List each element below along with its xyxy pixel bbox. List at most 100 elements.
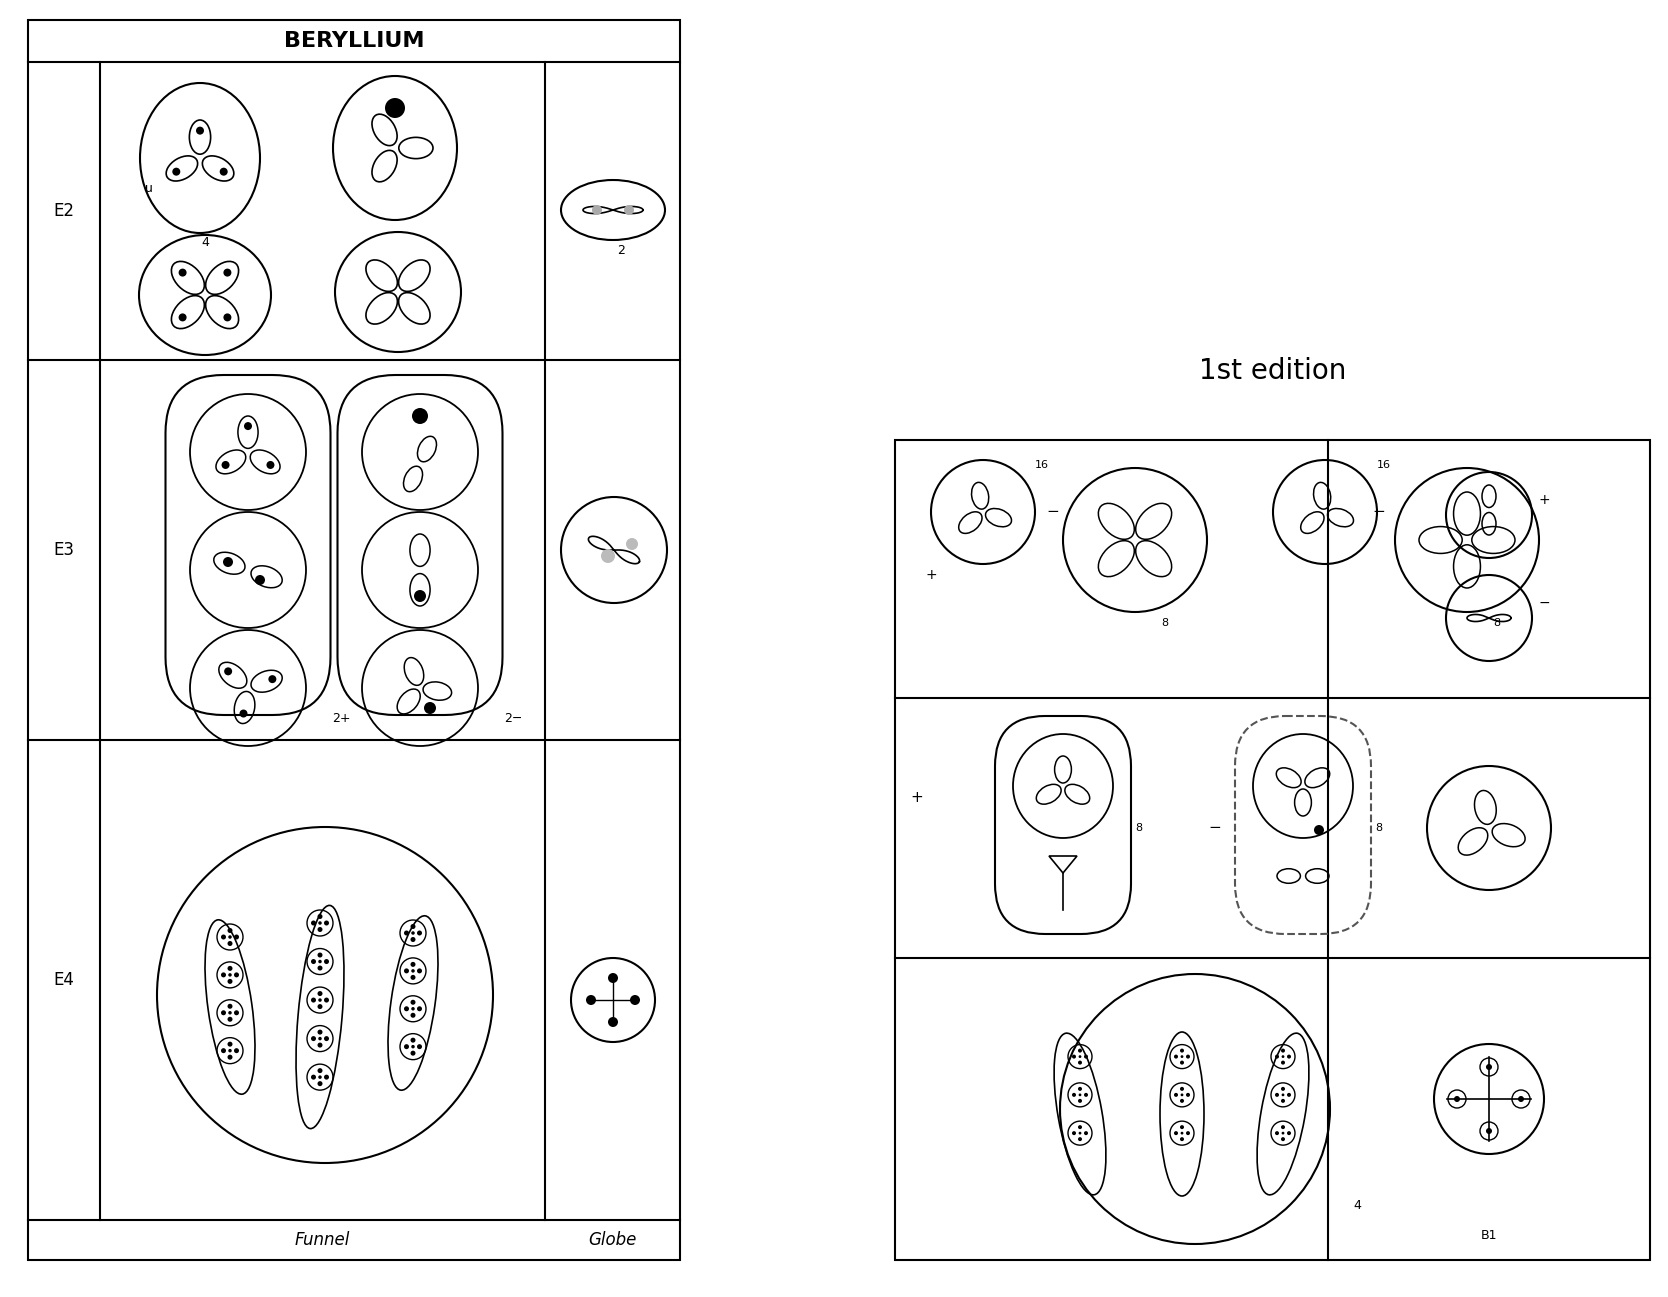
Ellipse shape	[220, 1010, 225, 1016]
Ellipse shape	[267, 460, 275, 470]
Ellipse shape	[227, 942, 232, 946]
Ellipse shape	[410, 1038, 415, 1043]
Ellipse shape	[592, 205, 602, 215]
Ellipse shape	[324, 1036, 329, 1041]
Ellipse shape	[631, 995, 641, 1005]
Text: +: +	[1540, 493, 1551, 507]
Ellipse shape	[317, 1004, 322, 1009]
Text: E4: E4	[53, 971, 75, 990]
Text: E2: E2	[53, 202, 75, 220]
Ellipse shape	[1073, 1093, 1076, 1097]
Ellipse shape	[410, 975, 415, 981]
Ellipse shape	[1186, 1093, 1189, 1097]
Ellipse shape	[1281, 1048, 1284, 1053]
Ellipse shape	[1181, 1132, 1183, 1135]
Ellipse shape	[224, 668, 232, 676]
Text: 2: 2	[617, 244, 626, 257]
Ellipse shape	[227, 966, 232, 971]
Ellipse shape	[410, 1051, 415, 1056]
Ellipse shape	[324, 1075, 329, 1079]
Ellipse shape	[1288, 1093, 1291, 1097]
Ellipse shape	[224, 314, 232, 322]
Text: BERYLLIUM: BERYLLIUM	[284, 31, 424, 51]
Text: −: −	[1209, 821, 1221, 835]
Ellipse shape	[178, 314, 187, 322]
Ellipse shape	[600, 549, 615, 563]
Ellipse shape	[1079, 1056, 1081, 1058]
Ellipse shape	[319, 960, 322, 964]
Text: 4: 4	[1353, 1198, 1361, 1211]
Ellipse shape	[172, 167, 180, 175]
Ellipse shape	[227, 1041, 232, 1047]
Text: −: −	[1046, 505, 1059, 520]
Ellipse shape	[1281, 1061, 1284, 1065]
Ellipse shape	[410, 1013, 415, 1018]
Ellipse shape	[410, 962, 415, 966]
Ellipse shape	[1078, 1087, 1083, 1091]
Ellipse shape	[227, 979, 232, 984]
Text: −: −	[1540, 597, 1551, 610]
Ellipse shape	[1186, 1131, 1189, 1135]
Ellipse shape	[412, 1006, 415, 1010]
Ellipse shape	[324, 997, 329, 1003]
Text: u: u	[145, 182, 153, 195]
Ellipse shape	[1288, 1131, 1291, 1135]
Ellipse shape	[222, 460, 230, 470]
Ellipse shape	[317, 914, 322, 920]
Ellipse shape	[417, 930, 422, 935]
Ellipse shape	[1281, 1056, 1284, 1058]
Ellipse shape	[317, 1082, 322, 1086]
Ellipse shape	[1073, 1054, 1076, 1058]
Ellipse shape	[227, 1004, 232, 1009]
Ellipse shape	[234, 935, 239, 939]
Ellipse shape	[220, 973, 225, 978]
Ellipse shape	[317, 991, 322, 996]
Ellipse shape	[410, 923, 415, 929]
Ellipse shape	[1281, 1132, 1284, 1135]
Ellipse shape	[1179, 1061, 1184, 1065]
Ellipse shape	[1179, 1099, 1184, 1102]
Ellipse shape	[1186, 1054, 1189, 1058]
Ellipse shape	[609, 973, 619, 983]
Ellipse shape	[1281, 1124, 1284, 1130]
Ellipse shape	[227, 927, 232, 933]
Ellipse shape	[1486, 1128, 1491, 1134]
Ellipse shape	[220, 935, 225, 939]
Ellipse shape	[1281, 1093, 1284, 1096]
Ellipse shape	[234, 973, 239, 978]
Ellipse shape	[412, 1045, 415, 1048]
Ellipse shape	[626, 538, 637, 550]
Text: 2+: 2+	[332, 712, 350, 725]
Ellipse shape	[1274, 1054, 1279, 1058]
Text: 1st edition: 1st edition	[1199, 357, 1346, 385]
Ellipse shape	[1084, 1131, 1088, 1135]
Ellipse shape	[585, 995, 595, 1005]
Ellipse shape	[1454, 1096, 1460, 1102]
Ellipse shape	[404, 969, 409, 973]
Ellipse shape	[404, 1006, 409, 1012]
Text: E3: E3	[53, 541, 75, 559]
Ellipse shape	[310, 921, 315, 926]
Ellipse shape	[1179, 1137, 1184, 1141]
Ellipse shape	[1078, 1099, 1083, 1102]
Ellipse shape	[324, 921, 329, 926]
Ellipse shape	[317, 952, 322, 957]
Ellipse shape	[404, 930, 409, 935]
Ellipse shape	[220, 1048, 225, 1053]
Ellipse shape	[255, 575, 265, 585]
Ellipse shape	[1486, 1064, 1491, 1070]
Ellipse shape	[1079, 1093, 1081, 1096]
Ellipse shape	[424, 702, 435, 715]
Ellipse shape	[1179, 1048, 1184, 1053]
Text: Globe: Globe	[589, 1231, 637, 1249]
Ellipse shape	[310, 1075, 315, 1079]
Ellipse shape	[404, 1044, 409, 1049]
Text: 8: 8	[1493, 617, 1501, 628]
Ellipse shape	[410, 1000, 415, 1005]
Ellipse shape	[197, 127, 203, 135]
Ellipse shape	[224, 556, 234, 567]
Ellipse shape	[412, 931, 415, 935]
Ellipse shape	[1084, 1093, 1088, 1097]
Ellipse shape	[1078, 1124, 1083, 1130]
Ellipse shape	[269, 676, 277, 684]
